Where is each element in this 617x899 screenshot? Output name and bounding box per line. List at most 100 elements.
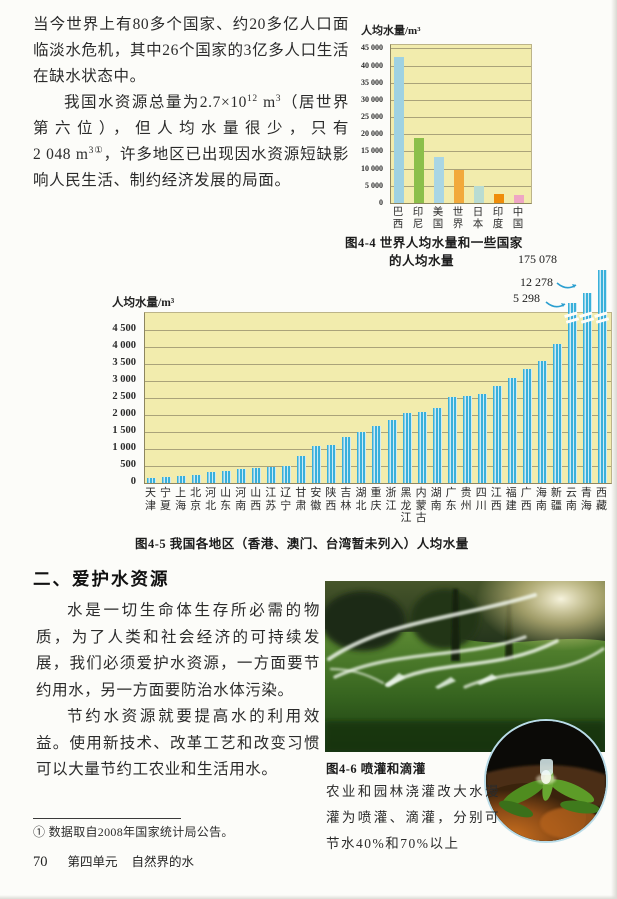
x-tick-label: 宁夏 — [160, 487, 172, 512]
x-axis-labels: 天津宁夏上海北京河北山东河南山西江苏辽宁甘肃安徽陕西吉林湖北重庆浙江黑龙江内蒙古… — [144, 487, 610, 537]
annotation-qinghai-value: 12 278 — [520, 275, 553, 289]
bar-甘肃 — [297, 455, 307, 483]
x-tick-label: 江西 — [490, 487, 502, 512]
bar-巴西 — [394, 57, 404, 203]
gridline — [391, 48, 531, 50]
x-tick-label: 福建 — [505, 487, 517, 512]
y-tick-label: 3 000 — [112, 374, 136, 385]
y-tick-label: 2 000 — [112, 408, 136, 419]
bar-陕西 — [327, 444, 337, 483]
footnote-marker: ① — [93, 145, 104, 156]
x-tick-label: 四川 — [475, 487, 487, 512]
sprinkler-photo-art — [325, 581, 605, 752]
y-tick-label: 25 000 — [361, 112, 383, 122]
x-tick-label: 北京 — [190, 487, 202, 512]
sprinkler-irrigation-photo — [325, 581, 605, 752]
footnote-divider — [33, 818, 181, 819]
y-axis-ticks: 0 5 000 10 000 15 000 20 000 25 000 30 000 35 0… — [345, 43, 387, 207]
x-tick-label: 海南 — [535, 487, 547, 512]
y-tick-label: 30 000 — [361, 94, 383, 104]
y-tick-label: 40 000 — [361, 60, 383, 70]
unit-label: 第四单元 — [67, 855, 118, 869]
scan-edge-right — [611, 0, 617, 899]
gridline — [391, 151, 531, 153]
bar-江西 — [492, 386, 502, 483]
bar-福建 — [507, 377, 517, 483]
bar-广东 — [447, 397, 457, 483]
bar-印尼 — [414, 137, 424, 203]
x-tick-label: 青海 — [580, 487, 592, 512]
gridline — [145, 347, 611, 348]
x-tick-label: 世界 — [452, 207, 464, 230]
paragraph-save-water: 节约水资源就要提高水的利用效益。使用新技术、改革工艺和改变习惯可以大量节约工农业… — [36, 708, 320, 778]
bar-宁夏 — [162, 476, 172, 483]
x-tick-label: 湖南 — [430, 487, 442, 512]
gridline — [145, 415, 611, 416]
y-tick-label: 4 500 — [112, 323, 136, 334]
bar-黑龙江 — [402, 412, 412, 483]
y-tick-label: 2 500 — [112, 391, 136, 402]
x-tick-label: 广西 — [520, 487, 532, 512]
gridline — [145, 398, 611, 399]
x-tick-label: 河南 — [235, 487, 247, 512]
x-tick-label: 贵州 — [460, 487, 472, 512]
y-tick-label: 3 500 — [112, 357, 136, 368]
bar-江苏 — [267, 466, 277, 483]
axis-break-icon — [565, 317, 580, 324]
bar-吉林 — [342, 437, 352, 483]
bar-日本 — [474, 185, 484, 203]
gridline — [391, 117, 531, 119]
drip-photo-art — [486, 721, 606, 841]
bar-河南 — [237, 469, 247, 483]
plot-area — [144, 270, 612, 484]
bar-广西 — [522, 369, 532, 483]
y-axis-ticks: 0 500 1 000 1 500 2 000 2 500 3 000 3 500 4 000 4… — [96, 312, 140, 487]
x-tick-label: 山西 — [250, 487, 262, 512]
figure-4-4-caption: 图4-4 世界人均水量和一些国家 — [345, 236, 523, 250]
x-tick-label: 安徽 — [310, 487, 322, 512]
x-tick-label: 新疆 — [550, 487, 562, 512]
x-tick-label: 河北 — [205, 487, 217, 512]
bar-浙江 — [387, 419, 397, 483]
x-tick-label: 西藏 — [595, 487, 607, 512]
gridline — [391, 99, 531, 101]
y-tick-label: 15 000 — [361, 146, 383, 156]
x-tick-label: 甘肃 — [295, 487, 307, 512]
x-tick-label: 吉林 — [340, 487, 352, 512]
x-tick-label: 山东 — [220, 487, 232, 512]
y-tick-label: 4 000 — [112, 340, 136, 351]
superscript-exponent: 12 — [247, 93, 258, 104]
x-tick-label: 广东 — [445, 487, 457, 512]
section-heading: 二、爱护水资源 — [33, 569, 170, 589]
axis-break-icon — [580, 317, 595, 324]
bar-西藏 — [595, 270, 610, 483]
section-two-text: 水是一切生命体生存所必需的物质，为了人类和社会经济的可持续发展，我们必须爱护水资… — [36, 598, 320, 784]
book-section-title: 自然界的水 — [131, 855, 195, 869]
bar-重庆 — [372, 425, 382, 483]
bar-北京 — [192, 475, 202, 483]
footnote-text: ① 数据取自2008年国家统计局公告。 — [33, 825, 234, 839]
intro-text: 当今世界上有80多个国家、约20多亿人口面临淡水危机，其中26个国家的3亿多人口… — [33, 12, 349, 194]
annotation-arrow-icon — [545, 301, 566, 308]
x-tick-label: 内蒙古 — [415, 487, 427, 524]
x-tick-label: 陕西 — [325, 487, 337, 512]
bar-内蒙古 — [417, 411, 427, 483]
x-tick-label: 印尼 — [412, 207, 424, 230]
bar-贵州 — [462, 395, 472, 483]
figure-4-6-description: 农业和园林浇灌改大水漫灌为喷灌、滴灌，分别可节水40%和70%以上 — [326, 784, 500, 851]
axis-break-icon — [595, 317, 610, 324]
gridline — [145, 330, 611, 331]
x-axis-labels: 巴西印尼美国世界日本印度中国 — [390, 207, 530, 241]
y-tick-label: 45 000 — [361, 43, 383, 53]
figure-4-6-caption: 图4-6 喷灌和滴灌 — [326, 762, 426, 776]
gridline — [391, 134, 531, 136]
bar-印度 — [494, 194, 504, 203]
y-tick-label: 1 000 — [112, 442, 136, 453]
page-footer: 70 第四单元 自然界的水 — [33, 851, 194, 871]
bar-四川 — [477, 393, 487, 483]
y-tick-label: 20 000 — [361, 129, 383, 139]
y-axis-title: 人均水量/m³ — [112, 297, 175, 309]
bar-青海 — [580, 293, 595, 483]
x-tick-label: 印度 — [492, 207, 504, 230]
